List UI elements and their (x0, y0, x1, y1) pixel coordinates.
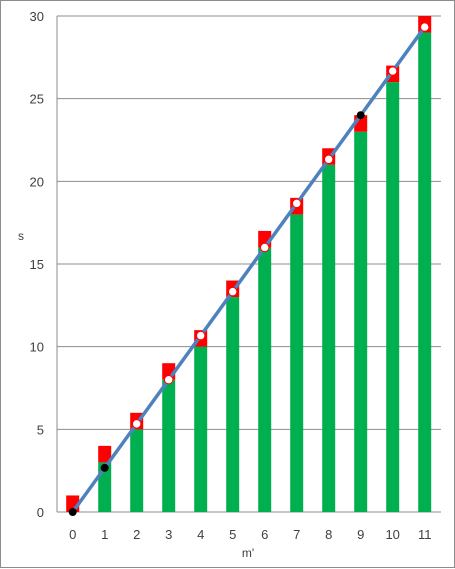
bar-green-9 (354, 131, 368, 512)
marker-filled-9 (356, 111, 365, 120)
marker-open-2 (132, 419, 142, 429)
x-tick-label: 8 (325, 527, 332, 542)
marker-filled-1 (100, 463, 109, 472)
x-tick-label: 6 (261, 527, 268, 542)
marker-open-10 (388, 66, 398, 76)
y-tick-label: 20 (30, 174, 44, 189)
x-tick-label: 0 (69, 527, 76, 542)
y-tick-label: 10 (30, 340, 44, 355)
bar-green-6 (258, 247, 272, 512)
tick-labels: 0 5 10 15 20 25 30 0 1 2 3 4 5 6 7 8 9 10 11 (30, 9, 432, 542)
x-tick-label: 7 (293, 527, 300, 542)
x-tick-label: 4 (197, 527, 204, 542)
marker-open-11 (420, 22, 430, 32)
marker-open-6 (260, 242, 270, 253)
bar-green-10 (386, 82, 400, 512)
marker-open-5 (228, 286, 238, 297)
markers (68, 22, 430, 516)
y-axis-title: s (18, 229, 24, 243)
y-tick-label: 15 (30, 257, 44, 272)
trend-line-segment (70, 25, 427, 514)
marker-open-8 (324, 154, 334, 165)
bar-red-1 (98, 445, 112, 463)
marker-open-3 (164, 375, 174, 385)
x-tick-label: 5 (229, 527, 236, 542)
grid-lines (56, 15, 441, 513)
x-tick-label: 3 (165, 527, 172, 542)
y-tick-label: 0 (37, 505, 44, 520)
bar-green-2 (130, 429, 144, 512)
bar-green-11 (418, 32, 432, 513)
marker-open-7 (292, 198, 302, 209)
x-tick-label: 1 (101, 527, 108, 542)
x-axis-title: m' (242, 546, 254, 560)
bar-green-8 (322, 164, 336, 513)
marker-filled-0 (68, 508, 77, 516)
x-tick-label: 10 (385, 527, 399, 542)
y-tick-label: 25 (30, 92, 44, 107)
y-tick-label: 30 (30, 9, 44, 24)
bars (66, 16, 432, 513)
x-tick-label: 9 (357, 527, 364, 542)
bar-green-5 (226, 297, 240, 512)
x-tick-label: 11 (418, 527, 432, 542)
marker-open-4 (196, 330, 206, 341)
y-tick-label: 5 (37, 422, 44, 437)
bar-green-3 (162, 379, 176, 512)
x-tick-label: 2 (133, 527, 140, 542)
bar-green-4 (194, 346, 208, 512)
bar-green-7 (290, 214, 304, 512)
trend-line (70, 25, 427, 514)
